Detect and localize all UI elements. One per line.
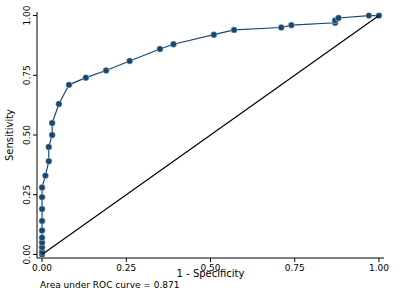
point — [39, 227, 45, 233]
y-tick — [33, 254, 37, 255]
plot-area — [37, 12, 384, 258]
point — [231, 27, 237, 33]
point — [46, 144, 52, 150]
x-tick-label: 0.00 — [32, 263, 52, 273]
point — [278, 24, 284, 30]
y-tick-label: 0.50 — [22, 125, 32, 145]
y-tick — [33, 135, 37, 136]
point — [39, 194, 45, 200]
x-tick-label: 0.75 — [285, 263, 305, 273]
point — [83, 74, 89, 80]
y-tick-label: 0.00 — [22, 244, 32, 264]
plot-marks — [39, 12, 382, 257]
x-tick — [126, 258, 127, 262]
point — [39, 218, 45, 224]
point — [39, 184, 45, 190]
point — [157, 46, 163, 52]
point — [211, 31, 217, 37]
y-tick — [33, 194, 37, 195]
y-tick-label: 0.25 — [22, 185, 32, 205]
point — [366, 12, 372, 18]
point — [39, 206, 45, 212]
x-axis-title: 1 - Specificity — [177, 268, 245, 279]
y-axis-title: Sensitivity — [4, 109, 15, 161]
point — [49, 132, 55, 138]
y-tick-label: 0.75 — [22, 65, 32, 85]
x-tick — [294, 258, 295, 262]
point — [49, 120, 55, 126]
y-tick — [33, 75, 37, 76]
point — [335, 15, 341, 21]
series-line — [42, 16, 379, 255]
point — [126, 58, 132, 64]
x-tick-label: 1.00 — [369, 263, 389, 273]
x-tick — [42, 258, 43, 262]
point — [103, 67, 109, 73]
series-line — [42, 16, 379, 255]
y-tick-label: 1.00 — [22, 5, 32, 25]
note: Area under ROC curve = 0.871 — [40, 280, 180, 290]
y-tick — [33, 15, 37, 16]
chart: 0.000.250.500.751.000.000.250.500.751.00… — [0, 0, 400, 291]
point — [46, 158, 52, 164]
x-tick — [210, 258, 211, 262]
point — [170, 41, 176, 47]
point — [288, 22, 294, 28]
point — [42, 172, 48, 178]
point — [56, 101, 62, 107]
point — [66, 82, 72, 88]
point — [39, 234, 45, 240]
x-tick-label: 0.25 — [116, 263, 136, 273]
x-tick — [378, 258, 379, 262]
